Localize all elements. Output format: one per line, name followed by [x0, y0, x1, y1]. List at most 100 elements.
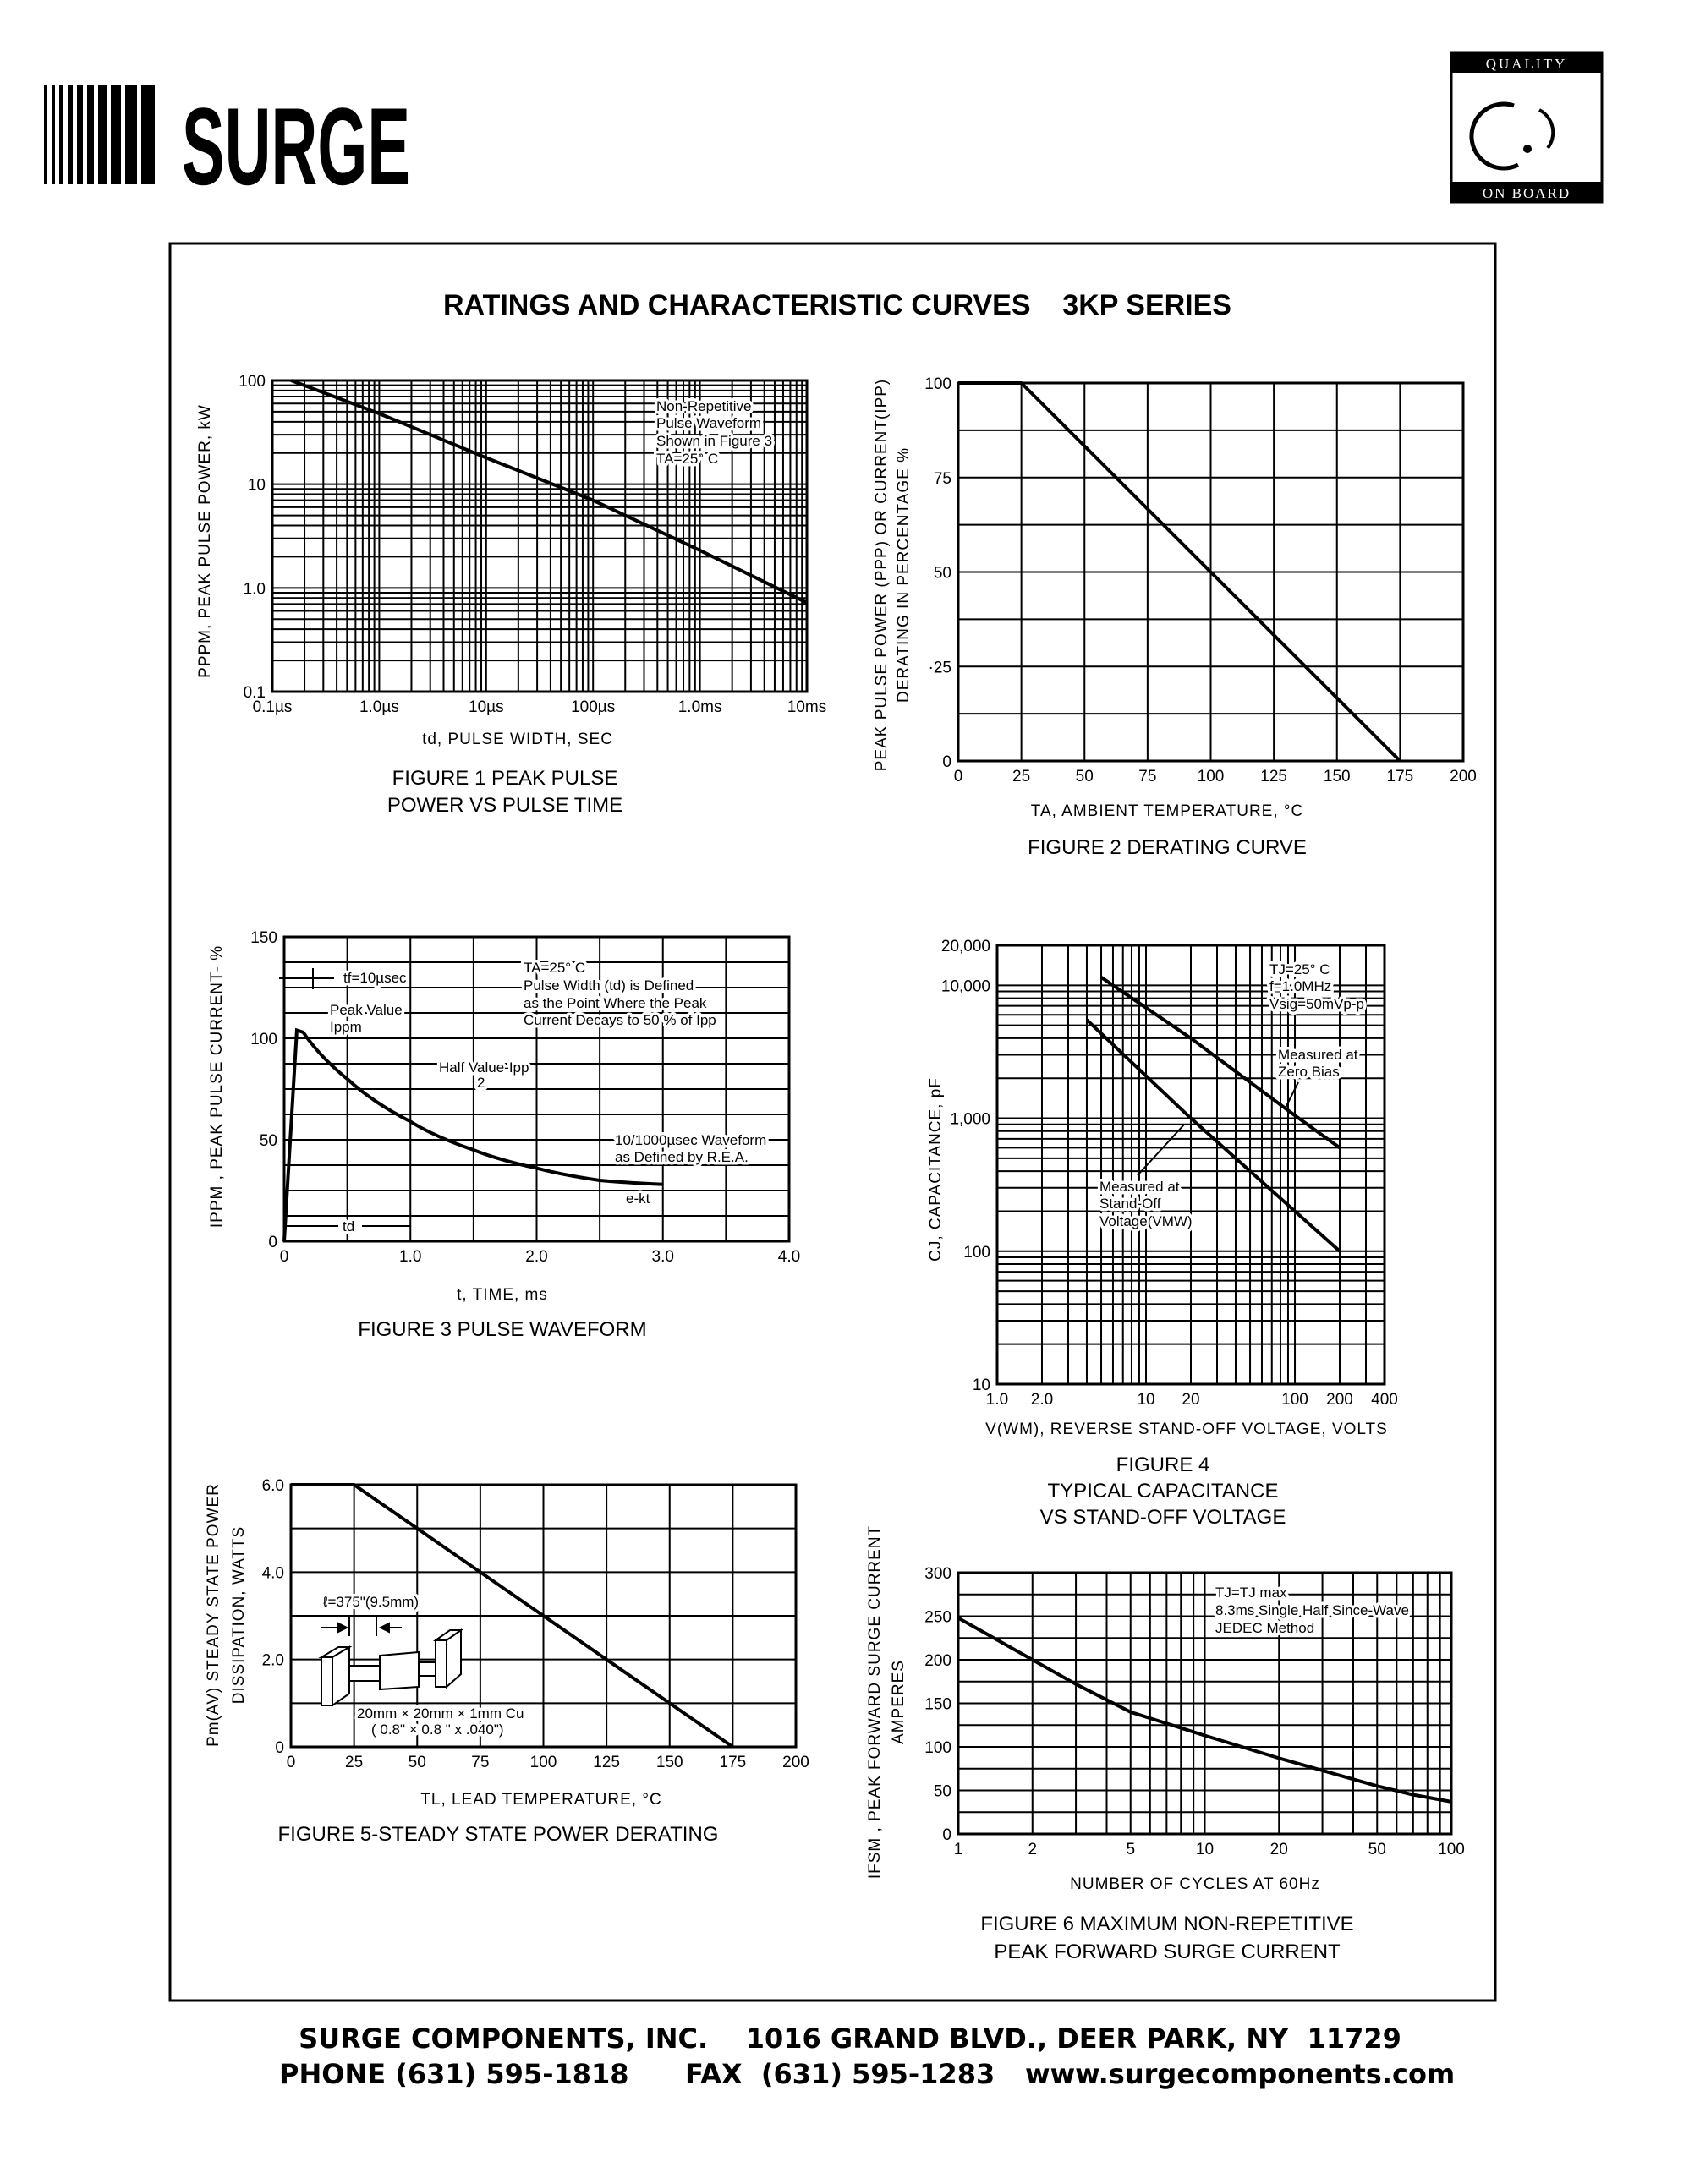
fig5-annotation: 20mm × 20mm × 1mm Cu	[357, 1705, 524, 1721]
fig3-annotation: Pulse Width (td) is Defined	[524, 977, 694, 993]
fig3-annotation: Ippm	[330, 1019, 362, 1035]
x-tick-label: 100	[1438, 1841, 1465, 1858]
fig4-xlabel: V(WM), REVERSE STAND-OFF VOLTAGE, VOLTS	[985, 1420, 1388, 1438]
x-tick-label: 1.0	[986, 1391, 1008, 1409]
y-tick-label: 100	[250, 1031, 277, 1048]
logo-bar	[87, 85, 94, 184]
fig4-annotation: Zero Bias	[1278, 1064, 1340, 1080]
y-tick-label: 20,000	[941, 938, 990, 955]
y-tick-label: 1.0	[244, 580, 266, 598]
fig3-annotation: tf=10µsec	[343, 970, 407, 986]
logo-bar	[77, 85, 83, 184]
y-tick-label: 4.0	[262, 1564, 284, 1582]
y-tick-label: 150	[250, 929, 277, 947]
chart-4: 1.0 2.0 10 20 100 200 400 10 100 1,000 10,000 20,00…	[941, 938, 1398, 1409]
y-tick-label: 0	[942, 1826, 951, 1844]
footer-fax: FAX (631) 595-1283	[685, 2058, 995, 2090]
y-tick-label: 100	[963, 1244, 990, 1262]
y-tick-label: 0	[275, 1739, 284, 1757]
logo-bar	[98, 85, 107, 184]
x-tick-label: 150	[656, 1754, 683, 1771]
fig5-xlabel: TL, LEAD TEMPERATURE, °C	[420, 1791, 661, 1809]
fig3-annotation: Peak Value	[330, 1002, 403, 1018]
x-tick-label: 20	[1270, 1841, 1288, 1858]
plot-frame	[271, 379, 809, 693]
fig2-ylabel: DERATING IN PERCENTAGE %	[895, 447, 913, 703]
fig4-annotation: f=1.0MHz	[1269, 978, 1331, 994]
fig2-caption: FIGURE 2 DERATING CURVE	[1028, 836, 1307, 859]
x-tick-label: 0	[287, 1754, 296, 1771]
fig3-annotation: Half Value-Ipp	[439, 1059, 529, 1076]
x-tick-label: 100	[530, 1754, 557, 1771]
fig4-ylabel: CJ, CAPACITANCE, pF	[927, 1077, 945, 1262]
x-tick-label: 0	[280, 1248, 289, 1266]
fig3-annotation: as the Point Where the Peak	[524, 995, 707, 1011]
plot-frame	[289, 1483, 798, 1749]
x-tick-label: 100µs	[571, 698, 615, 716]
x-tick-label: 25	[1012, 768, 1030, 785]
x-tick-label: 125	[1260, 768, 1287, 785]
logo-bar	[125, 85, 137, 184]
y-tick-label: 2.0	[262, 1652, 284, 1670]
page-title: RATINGS AND CHARACTERISTIC CURVES 3KP SE…	[443, 289, 1231, 321]
fig6-caption: PEAK FORWARD SURGE CURRENT	[994, 1940, 1341, 1963]
badge-top-text: QUALITY	[1486, 56, 1568, 72]
quality-badge: QUALITY ON BOARD	[1450, 51, 1604, 204]
chart-2: 0 25 50 75 100 125 150 175 200 0 ·25 50 75 100	[924, 375, 1477, 785]
x-tick-label: 150	[1324, 768, 1351, 785]
x-tick-label: 2.0	[525, 1248, 547, 1266]
x-tick-label: 10µs	[469, 698, 504, 716]
x-tick-label: 100	[1198, 768, 1225, 785]
y-tick-label: 300	[924, 1565, 951, 1583]
chart-1: 0.1µs 1.0µs 10µs 100µs 1.0ms 10ms 0.1 1.0 10 100	[239, 373, 826, 716]
x-tick-label: 175	[1387, 768, 1414, 785]
fig4-annotation: Stand-Off	[1099, 1196, 1161, 1212]
fig4-caption: FIGURE 4	[1116, 1453, 1210, 1476]
fig6-annotation: TJ=TJ max	[1215, 1585, 1287, 1601]
fig3-annotation: Current Decays to 50 % of Ipp	[524, 1012, 716, 1028]
x-tick-label: 200	[782, 1754, 809, 1771]
chart-5: 0 25 50 75 100 125 150 175 200 0 2.0 4.0 6.0	[262, 1477, 809, 1771]
fig5-ylabel: DISSIPATION, WATTS	[230, 1526, 248, 1704]
x-tick-label: 75	[471, 1754, 489, 1771]
logo-bar	[52, 85, 55, 184]
x-tick-label: 1.0ms	[678, 698, 722, 716]
y-tick-label: 10,000	[941, 977, 990, 995]
fig6-ylabel: AMPERES	[890, 1660, 908, 1744]
x-tick-label: 10ms	[787, 698, 826, 716]
fig3-annotation: as Defined by R.E.A.	[615, 1149, 749, 1165]
y-tick-label: 100	[239, 373, 266, 391]
badge-bottom-text: ON BOARD	[1483, 185, 1571, 201]
y-tick-label: 1,000	[950, 1111, 990, 1129]
y-tick-label: 100	[924, 1739, 951, 1757]
y-tick-label: 200	[924, 1652, 951, 1670]
y-tick-label: 0.1	[244, 684, 266, 702]
fig1-caption: POWER VS PULSE TIME	[387, 794, 622, 817]
x-tick-label: 25	[345, 1754, 363, 1771]
logo-bar	[141, 85, 155, 184]
x-tick-label: 75	[1138, 768, 1156, 785]
fig5-labels: Pm(AV) STEADY STATE POWER DISSIPATION, W…	[205, 1483, 718, 1846]
fig5-ylabel: Pm(AV) STEADY STATE POWER	[205, 1483, 222, 1747]
x-tick-label: 0	[954, 768, 963, 785]
plot-frame	[957, 381, 1465, 763]
y-tick-label: 75	[934, 470, 951, 488]
logo-bar	[44, 85, 47, 184]
x-tick-label: 10	[1196, 1841, 1214, 1858]
x-tick-label: 125	[593, 1754, 620, 1771]
series-line	[957, 1616, 1452, 1804]
series-line	[282, 1027, 663, 1242]
fig3-annotation: 2	[477, 1075, 485, 1091]
x-tick-label: 50	[409, 1754, 426, 1771]
x-tick-label: 100	[1281, 1391, 1308, 1409]
content-frame	[168, 242, 1497, 2002]
plot-frame	[957, 1571, 1453, 1836]
y-tick-label: 50	[260, 1132, 277, 1150]
fig3-caption: FIGURE 3 PULSE WAVEFORM	[358, 1318, 646, 1341]
x-tick-label: 4.0	[778, 1248, 800, 1266]
fig3-ylabel: IPPM , PEAK PULSE CURRENT- %	[208, 945, 226, 1228]
fig3-annotation: td	[343, 1218, 354, 1234]
x-tick-label: 3.0	[652, 1248, 674, 1266]
y-tick-label: 10	[973, 1377, 990, 1394]
